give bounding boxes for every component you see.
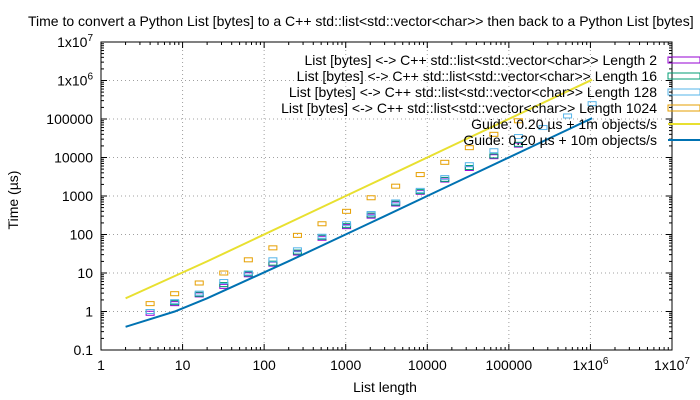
y-tick-label: 1000	[62, 188, 93, 204]
x-tick-label: 10000	[408, 357, 447, 373]
series-4	[145, 118, 523, 307]
legend-item: List [bytes] <-> C++ std::list<std::vect…	[304, 52, 700, 68]
data-point	[587, 101, 597, 107]
plot-frame	[100, 41, 673, 351]
data-point	[415, 172, 425, 178]
data-point	[440, 175, 450, 181]
data-point	[219, 270, 229, 276]
legend-label: List [bytes] <-> C++ std::list<std::vect…	[281, 100, 657, 116]
series-2	[145, 141, 523, 314]
y-tick-label: 10	[77, 265, 93, 281]
series-3	[145, 101, 597, 314]
data-point	[464, 164, 474, 170]
x-tick-label: 100000	[485, 357, 532, 373]
data-point	[342, 208, 352, 214]
x-tick-label: 1x106	[572, 356, 608, 373]
guide-line	[125, 78, 593, 300]
grid	[101, 42, 672, 350]
data-point	[489, 153, 499, 159]
guide-line	[125, 117, 593, 328]
data-point	[194, 280, 204, 286]
x-tick-label: 1x107	[654, 356, 690, 373]
x-axis-label: List length	[353, 379, 417, 395]
data-point	[194, 290, 204, 296]
data-point	[464, 162, 474, 168]
legend-label: List [bytes] <-> C++ std::list<std::vect…	[304, 52, 657, 68]
legend-swatch	[667, 72, 700, 80]
data-point	[513, 118, 523, 124]
data-point	[391, 183, 401, 189]
data-point	[243, 257, 253, 263]
axes	[100, 41, 673, 351]
y-tick-label: 100	[70, 227, 94, 243]
legend-item: List [bytes] <-> C++ std::list<std::vect…	[297, 68, 700, 84]
data-point	[219, 282, 229, 288]
data-point	[563, 113, 573, 119]
data-point	[170, 299, 180, 305]
data-point	[268, 257, 278, 263]
y-tick-label: 0.1	[74, 342, 94, 358]
series-6	[125, 117, 593, 328]
data-point	[268, 260, 278, 266]
data-point	[292, 247, 302, 253]
data-point	[317, 221, 327, 227]
data-point	[145, 301, 155, 307]
data-point	[366, 195, 376, 201]
data-point	[415, 187, 425, 193]
series-1	[145, 142, 523, 316]
data-point	[489, 148, 499, 154]
data-point	[145, 309, 155, 314]
data-point	[243, 270, 253, 276]
y-tick-label: 100000	[46, 111, 93, 127]
data-point	[513, 141, 523, 147]
data-point	[292, 232, 302, 238]
legend-item: List [bytes] <-> C++ std::list<std::vect…	[281, 100, 700, 116]
data-point	[391, 199, 401, 205]
x-tick-label: 10	[175, 357, 191, 373]
legend-label: List [bytes] <-> C++ std::list<std::vect…	[289, 84, 657, 100]
series-5	[125, 78, 593, 300]
legend-item: Guide: 0.20 µs + 1m objects/s	[471, 116, 700, 132]
legend: List [bytes] <-> C++ std::list<std::vect…	[281, 52, 700, 148]
y-tick-label: 10000	[54, 150, 93, 166]
legend-label: List [bytes] <-> C++ std::list<std::vect…	[297, 68, 658, 84]
x-tick-label: 1	[97, 357, 105, 373]
plot-area	[125, 78, 597, 328]
data-point	[440, 159, 450, 165]
data-point	[219, 279, 229, 285]
data-point	[342, 221, 352, 227]
data-point	[170, 291, 180, 297]
data-point	[538, 125, 548, 131]
legend-item: List [bytes] <-> C++ std::list<std::vect…	[289, 84, 700, 100]
data-point	[366, 211, 376, 217]
y-axis-label: Time (µs)	[5, 171, 21, 230]
legend-swatch	[667, 88, 700, 96]
chart-title: Time to convert a Python List [bytes] to…	[28, 13, 694, 29]
data-point	[489, 131, 499, 137]
legend-item: Guide: 0.20 µs + 10m objects/s	[463, 132, 700, 148]
data-point	[464, 145, 474, 151]
x-tick-label: 1000	[330, 357, 361, 373]
y-tick-label: 1x107	[57, 33, 93, 50]
data-point	[513, 134, 523, 140]
y-tick-label: 1	[85, 304, 93, 320]
x-tick-label: 100	[252, 357, 276, 373]
y-tick-label: 1x106	[57, 72, 93, 89]
legend-swatch	[667, 104, 700, 112]
data-point	[317, 233, 327, 239]
legend-label: Guide: 0.20 µs + 1m objects/s	[471, 116, 657, 132]
legend-swatch	[667, 56, 700, 64]
data-point	[268, 245, 278, 251]
legend-label: Guide: 0.20 µs + 10m objects/s	[463, 132, 657, 148]
